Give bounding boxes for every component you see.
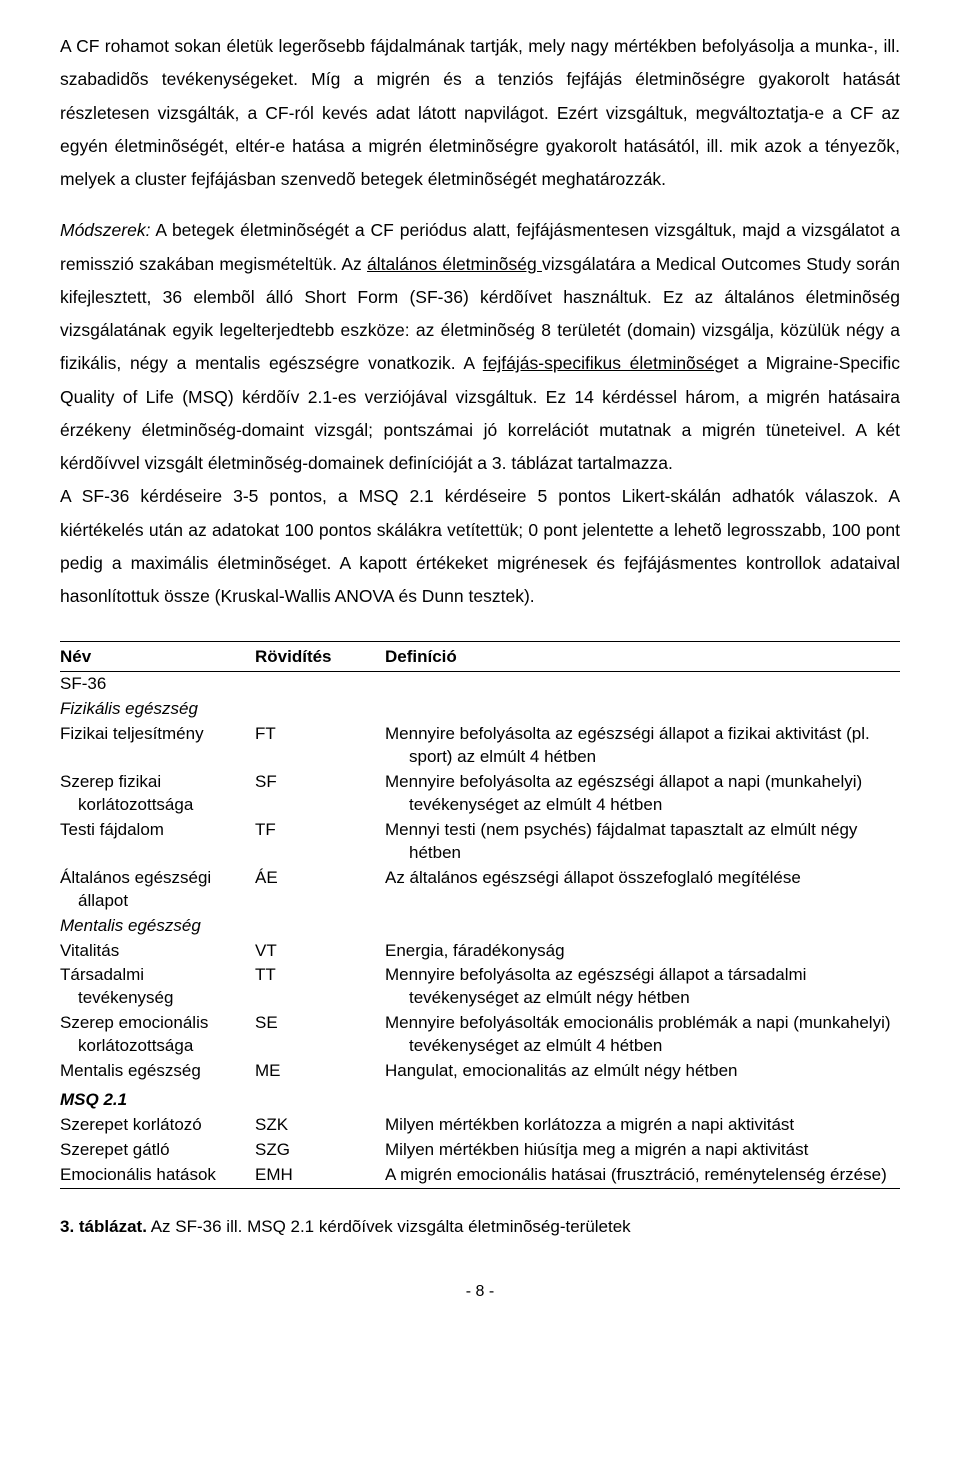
col-header-abbr: Rövidítés (255, 646, 385, 669)
row-name: Emocionális hatások (60, 1164, 255, 1187)
table-row: Szerep fizikai korlátozottsága SF Mennyi… (60, 770, 900, 818)
sf36-label: SF-36 (60, 673, 255, 696)
row-name: Társadalmi tevékenység (60, 964, 255, 1010)
row-name: Szerep fizikai korlátozottsága (60, 771, 255, 817)
table-section-sf36: SF-36 (60, 672, 900, 697)
row-abbr: EMH (255, 1164, 385, 1187)
col-header-name: Név (60, 646, 255, 669)
section-physical: Fizikális egészség (60, 698, 255, 721)
row-name: Testi fájdalom (60, 819, 255, 865)
table-row: Mentalis egészség ME Hangulat, emocional… (60, 1059, 900, 1084)
table-subsection-physical: Fizikális egészség (60, 697, 900, 722)
underline-general-qol: általános életminõség (367, 254, 542, 274)
table-row: Fizikai teljesítmény FT Mennyire befolyá… (60, 722, 900, 770)
table-header-row: Név Rövidítés Definíció (60, 642, 900, 671)
paragraph-intro: A CF rohamot sokan életük legerõsebb fáj… (60, 30, 900, 196)
row-def: Mennyi testi (nem psychés) fájdalmat tap… (385, 819, 900, 865)
table-section-msq: MSQ 2.1 (60, 1088, 900, 1113)
row-name: Szerep emocionális korlátozottsága (60, 1012, 255, 1058)
table-caption: 3. táblázat. Az SF-36 ill. MSQ 2.1 kérdõ… (60, 1211, 900, 1243)
page-number: - 8 - (60, 1277, 900, 1307)
page: A CF rohamot sokan életük legerõsebb fáj… (0, 0, 960, 1328)
row-abbr: TF (255, 819, 385, 865)
table-row: Szerepet gátló SZG Milyen mértékben hiús… (60, 1138, 900, 1163)
row-name: Vitalitás (60, 940, 255, 963)
row-abbr: TT (255, 964, 385, 1010)
table-row: Társadalmi tevékenység TT Mennyire befol… (60, 963, 900, 1011)
row-name: Mentalis egészség (60, 1060, 255, 1083)
row-abbr: SZG (255, 1139, 385, 1162)
col-header-def: Definíció (385, 646, 900, 669)
table-row: Szerep emocionális korlátozottsága SE Me… (60, 1011, 900, 1059)
row-abbr: SZK (255, 1114, 385, 1137)
row-abbr: ÁE (255, 867, 385, 913)
row-name: Fizikai teljesítmény (60, 723, 255, 769)
paragraph-methods: Módszerek: A betegek életminõségét a CF … (60, 214, 900, 480)
row-abbr: SF (255, 771, 385, 817)
row-def: A migrén emocionális hatásai (frusztráci… (385, 1164, 900, 1187)
row-abbr: FT (255, 723, 385, 769)
table-row: Vitalitás VT Energia, fáradékonyság (60, 939, 900, 964)
row-def: Mennyire befolyásolta az egészségi állap… (385, 771, 900, 817)
msq-label: MSQ 2.1 (60, 1089, 255, 1112)
text: A SF-36 kérdéseire 3-5 pontos, a MSQ 2.1… (60, 486, 900, 606)
row-def: Mennyire befolyásolta az egészségi állap… (385, 723, 900, 769)
row-def: Mennyire befolyásolta az egészségi állap… (385, 964, 900, 1010)
row-def: Az általános egészségi állapot összefogl… (385, 867, 900, 913)
row-def: Milyen mértékben hiúsítja meg a migrén a… (385, 1139, 900, 1162)
row-abbr: SE (255, 1012, 385, 1058)
row-name: Általános egészségi állapot (60, 867, 255, 913)
row-def: Energia, fáradékonyság (385, 940, 900, 963)
row-abbr: VT (255, 940, 385, 963)
row-name: Szerepet gátló (60, 1139, 255, 1162)
underline-headache-qol: fejfájás-specifikus életminõség (483, 353, 724, 373)
row-def: Milyen mértékben korlátozza a migrén a n… (385, 1114, 900, 1137)
table-row: Szerepet korlátozó SZK Milyen mértékben … (60, 1113, 900, 1138)
section-mental: Mentalis egészség (60, 915, 255, 938)
row-def: Mennyire befolyásolták emocionális probl… (385, 1012, 900, 1058)
caption-label: 3. táblázat. (60, 1217, 147, 1236)
caption-text: Az SF-36 ill. MSQ 2.1 kérdõívek vizsgált… (147, 1217, 631, 1236)
domains-table: Név Rövidítés Definíció SF-36 Fizikális … (60, 641, 900, 1189)
paragraph-scoring: A SF-36 kérdéseire 3-5 pontos, a MSQ 2.1… (60, 480, 900, 613)
row-abbr: ME (255, 1060, 385, 1083)
text: A CF rohamot sokan életük legerõsebb fáj… (60, 36, 900, 189)
table-row: Testi fájdalom TF Mennyi testi (nem psyc… (60, 818, 900, 866)
body-text: A CF rohamot sokan életük legerõsebb fáj… (60, 30, 900, 613)
table-subsection-mental: Mentalis egészség (60, 914, 900, 939)
methods-lead: Módszerek: (60, 220, 150, 240)
row-name: Szerepet korlátozó (60, 1114, 255, 1137)
table-row: Emocionális hatások EMH A migrén emocion… (60, 1163, 900, 1188)
row-def: Hangulat, emocionalitás az elmúlt négy h… (385, 1060, 900, 1083)
table-row: Általános egészségi állapot ÁE Az általá… (60, 866, 900, 914)
